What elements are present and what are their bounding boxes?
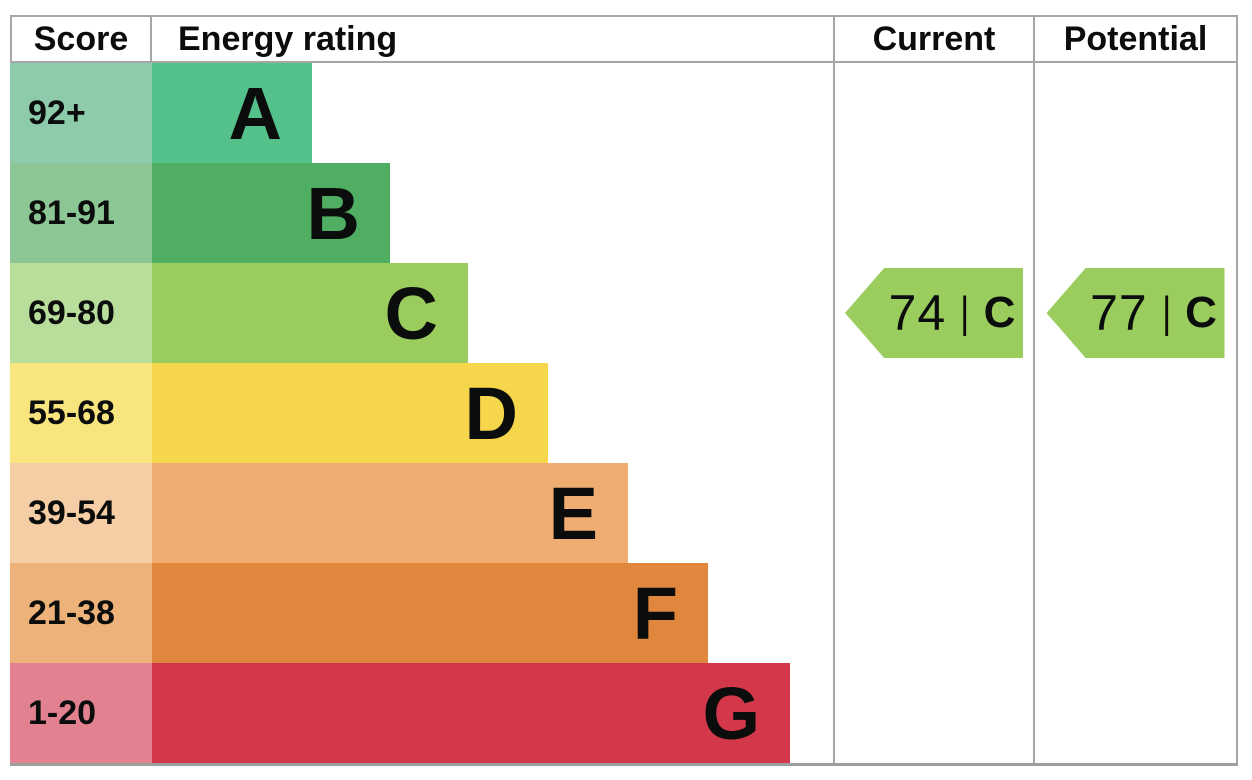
energy-cell-c: C: [152, 263, 833, 363]
energy-cell-a: A: [152, 63, 833, 163]
score-range-c: 69-80: [28, 293, 115, 332]
current-column: 74 | C: [833, 63, 1033, 763]
band-letter-g: G: [702, 671, 760, 755]
rating-bar-f: F: [152, 563, 708, 663]
score-range-b: 81-91: [28, 193, 115, 232]
score-range-f: 21-38: [28, 593, 115, 632]
rating-bar-c: C: [152, 263, 468, 363]
current-rating-letter: C: [983, 288, 1016, 337]
band-letter-a: A: [228, 71, 282, 155]
header-potential-label: Potential: [1063, 19, 1208, 58]
score-cell-a: 92+: [10, 63, 152, 163]
header-score-label: Score: [33, 19, 129, 58]
score-cell-c: 69-80: [10, 263, 152, 363]
energy-cell-e: E: [152, 463, 833, 563]
current-rating-arrow: 74 | C: [845, 268, 1023, 358]
score-range-d: 55-68: [28, 393, 115, 432]
rating-bar-a: A: [152, 63, 312, 163]
band-letter-b: B: [306, 171, 360, 255]
band-letter-e: E: [548, 471, 598, 555]
energy-cell-d: D: [152, 363, 833, 463]
header-current: Current: [833, 15, 1033, 63]
rating-separator: |: [1161, 288, 1171, 337]
potential-rating-arrow: 77 | C: [1046, 268, 1225, 358]
score-range-g: 1-20: [28, 693, 97, 732]
header-score: Score: [10, 15, 152, 63]
band-letter-c: C: [384, 271, 438, 355]
energy-cell-g: G: [152, 663, 833, 763]
rating-bar-d: D: [152, 363, 548, 463]
band-letter-f: F: [632, 571, 678, 655]
score-cell-f: 21-38: [10, 563, 152, 663]
header-energy-rating: Energy rating: [152, 15, 833, 63]
energy-cell-f: F: [152, 563, 833, 663]
epc-rating-chart: Score Energy rating Current Potential 92…: [10, 15, 1238, 766]
score-range-a: 92+: [28, 93, 86, 132]
header-current-label: Current: [872, 19, 996, 58]
potential-rating-value: 77: [1090, 285, 1148, 341]
band-letter-d: D: [464, 371, 518, 455]
energy-cell-b: B: [152, 163, 833, 263]
score-cell-g: 1-20: [10, 663, 152, 763]
rating-bar-g: G: [152, 663, 790, 763]
header-potential: Potential: [1033, 15, 1238, 63]
potential-column: 77 | C: [1033, 63, 1238, 763]
rating-bar-b: B: [152, 163, 390, 263]
score-cell-d: 55-68: [10, 363, 152, 463]
potential-rating-letter: C: [1185, 288, 1217, 337]
rating-separator: |: [960, 288, 970, 337]
current-rating-value: 74: [888, 285, 947, 341]
score-cell-e: 39-54: [10, 463, 152, 563]
score-range-e: 39-54: [28, 493, 115, 532]
rating-bar-e: E: [152, 463, 628, 563]
header-energy-rating-label: Energy rating: [178, 19, 398, 58]
score-cell-b: 81-91: [10, 163, 152, 263]
